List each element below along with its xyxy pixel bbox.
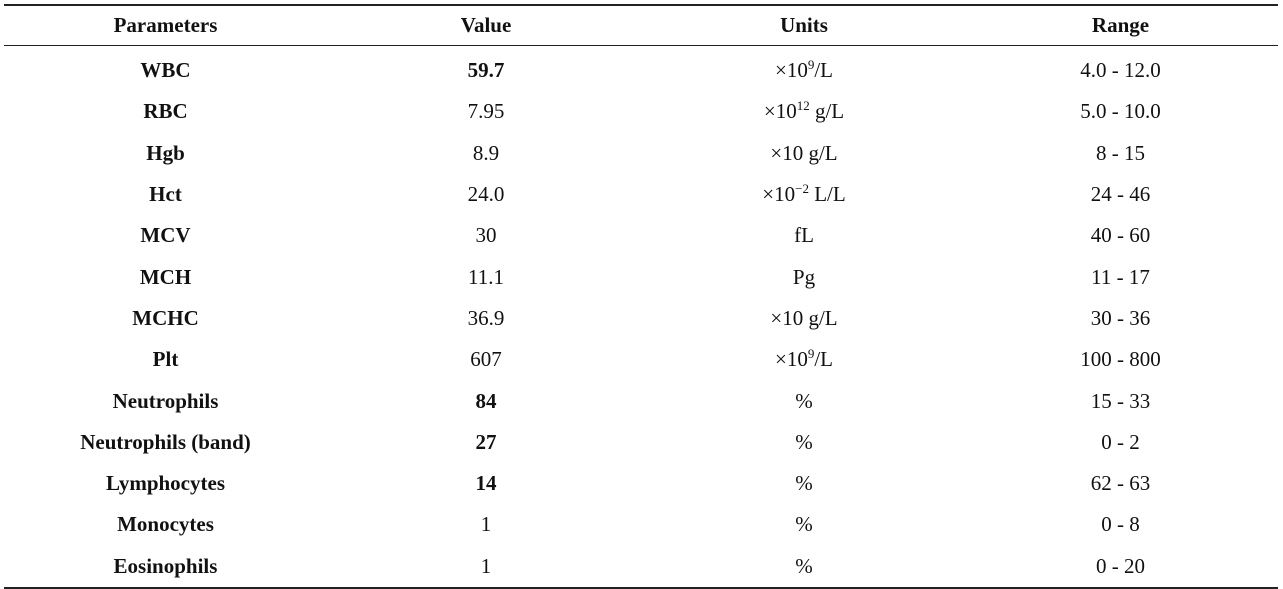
range-cell: 5.0 - 10.0 [1080,99,1161,124]
unit-cell: ×10 g/L [645,141,963,166]
unit-base: ×10 [774,347,808,372]
range-cell: 0 - 8 [1101,512,1140,537]
table-header-rule [4,45,1278,46]
table-row: MCHC 36.9 ×10 g/L 30 - 36 [4,298,1278,339]
unit-tail: /L [814,58,833,83]
range-cell: 24 - 46 [1090,182,1151,207]
unit-tail: g/L [809,99,845,124]
value-cell: 84 [475,388,497,413]
table-row: MCV 30 fL 40 - 60 [4,215,1278,256]
table-row: Eosinophils 1% 0 - 20 [4,546,1278,587]
value-cell: 14 [475,471,497,496]
value-cell: 1 [480,553,492,578]
unit-cell: % [645,554,963,579]
parameter-cell: Neutrophils (band) [80,429,251,454]
unit-cell: ×1012 g/L [645,99,963,124]
unit-cell: % [645,512,963,537]
parameter-cell: MCHC [132,305,199,330]
value-cell: 11.1 [468,264,504,289]
table-row: Plt 607 ×109/L 100 - 800 [4,339,1278,380]
unit-cell: ×109/L [645,347,963,372]
header-range: Range [1091,13,1150,37]
table-row: Hgb 8.9 ×10 g/L 8 - 15 [4,133,1278,174]
unit-cell: % [645,389,963,414]
range-cell: 62 - 63 [1090,471,1151,496]
table-body: WBC 59.7 ×109/L 4.0 - 12.0 RBC 7.95 ×1012 g/L 5… [4,50,1278,587]
parameter-cell: MCH [139,264,192,289]
unit-exponent: 12 [796,98,810,114]
header-value: Value [460,13,512,37]
parameter-cell: Lymphocytes [105,471,225,496]
value-cell: 27 [475,429,497,454]
unit-cell: ×109/L [645,58,963,83]
table-row: MCH 11.1 Pg 11 - 17 [4,256,1278,297]
unit-base: % [795,471,813,496]
unit-base: ×10 [763,99,797,124]
table-header-row: Parameters Value Units Range [4,6,1278,45]
range-cell: 4.0 - 12.0 [1080,58,1161,83]
parameter-cell: WBC [140,58,191,83]
unit-base: % [795,512,813,537]
value-cell: 59.7 [467,58,505,83]
unit-tail: /L [814,347,833,372]
unit-cell: Pg [645,265,963,290]
unit-base: fL [794,223,814,248]
value-cell: 30 [475,223,497,248]
header-units: Units [780,13,828,37]
table-row: WBC 59.7 ×109/L 4.0 - 12.0 [4,50,1278,91]
table-row: RBC 7.95 ×1012 g/L 5.0 - 10.0 [4,91,1278,132]
table-top-rule [4,4,1278,6]
unit-base: ×10 g/L [770,305,838,330]
parameter-cell: Hgb [146,140,185,165]
unit-cell: % [645,471,963,496]
value-cell: 1 [480,512,492,537]
range-cell: 15 - 33 [1090,388,1151,413]
unit-base: ×10 [762,182,796,207]
unit-base: % [795,429,813,454]
value-cell: 8.9 [472,140,500,165]
value-cell: 607 [470,347,502,372]
unit-exponent: 9 [807,57,815,73]
unit-base: ×10 g/L [770,140,838,165]
lab-results-table: Parameters Value Units Range WBC 59.7 ×109… [4,4,1278,589]
unit-base: % [795,388,813,413]
unit-cell: fL [645,223,963,248]
range-cell: 0 - 2 [1101,429,1140,454]
unit-base: ×10 [774,58,808,83]
parameter-cell: Plt [152,347,179,372]
unit-exponent: −2 [795,181,809,197]
unit-cell: ×10 g/L [645,306,963,331]
range-cell: 11 - 17 [1091,264,1150,289]
unit-cell: % [645,430,963,455]
value-cell: 24.0 [467,182,505,207]
value-cell: 36.9 [467,305,505,330]
unit-exponent: 9 [807,346,815,362]
table-row: Neutrophils 84% 15 - 33 [4,380,1278,421]
range-cell: 30 - 36 [1090,305,1151,330]
range-cell: 40 - 60 [1090,223,1151,248]
unit-base: Pg [792,264,816,289]
table-row: Hct 24.0 ×10−2 L/L 24 - 46 [4,174,1278,215]
range-cell: 8 - 15 [1096,140,1145,165]
unit-base: % [795,553,813,578]
parameter-cell: Monocytes [117,512,214,537]
unit-tail: L/L [808,182,846,207]
parameter-cell: Hct [149,182,182,207]
parameter-cell: Neutrophils [112,388,219,413]
value-cell: 7.95 [467,99,505,124]
unit-cell: ×10−2 L/L [645,182,963,207]
table-row: Neutrophils (band) 27% 0 - 2 [4,422,1278,463]
range-cell: 0 - 20 [1096,553,1145,578]
parameter-cell: MCV [140,223,191,248]
range-cell: 100 - 800 [1080,347,1161,372]
table-row: Lymphocytes 14% 62 - 63 [4,463,1278,504]
parameter-cell: Eosinophils [113,553,218,578]
parameter-cell: RBC [143,99,188,124]
header-parameters: Parameters [113,13,218,37]
table-row: Monocytes 1% 0 - 8 [4,504,1278,545]
